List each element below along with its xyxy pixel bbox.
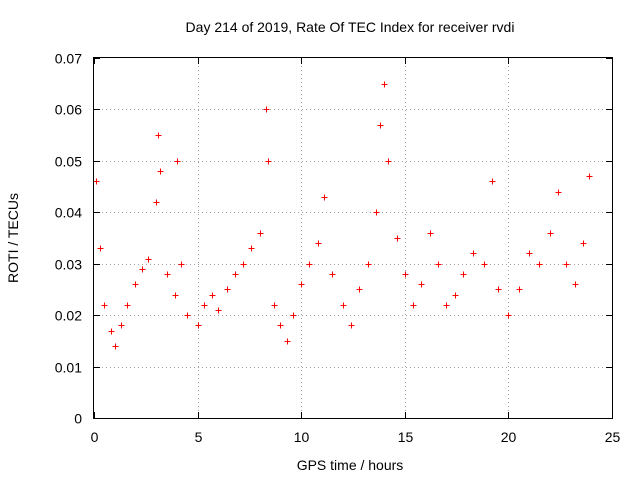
data-point: [284, 338, 291, 345]
data-point: [580, 240, 587, 247]
data-point: [460, 271, 467, 278]
plot-frame: [93, 57, 613, 419]
x-tick-label: 20: [501, 429, 517, 445]
data-point: [489, 178, 496, 185]
data-point: [536, 261, 543, 268]
data-point: [340, 302, 347, 309]
data-point: [321, 194, 328, 201]
data-point: [224, 286, 231, 293]
tick-labels: 0 5 10 15 20 25 0 0.01 0.02 0.03 0.04 0.05 0.06 0.07: [55, 51, 621, 446]
data-point: [495, 286, 502, 293]
data-point: [201, 302, 208, 309]
x-tick-label: 0: [91, 429, 99, 445]
data-point: [124, 302, 131, 309]
x-tick-label: 10: [294, 429, 310, 445]
data-point: [505, 312, 512, 319]
y-tick-label: 0.04: [55, 205, 82, 221]
data-point: [586, 173, 593, 180]
data-point: [184, 312, 191, 319]
y-tick-label: 0.07: [55, 51, 82, 67]
data-point: [248, 245, 255, 252]
data-point: [385, 158, 392, 165]
x-tick-label: 25: [605, 429, 621, 445]
data-point: [555, 189, 562, 196]
data-point: [315, 240, 322, 247]
data-point: [373, 209, 380, 216]
data-point: [290, 312, 297, 319]
data-point: [481, 261, 488, 268]
data-point: [443, 302, 450, 309]
data-point: [427, 230, 434, 237]
data-point: [418, 281, 425, 288]
data-point: [435, 261, 442, 268]
data-points: [93, 81, 593, 350]
data-point: [547, 230, 554, 237]
data-point: [112, 343, 119, 350]
data-point: [155, 132, 162, 139]
data-point: [257, 230, 264, 237]
data-point: [164, 271, 171, 278]
data-point: [329, 271, 336, 278]
data-point: [172, 292, 179, 299]
data-point: [132, 281, 139, 288]
x-tick-label: 15: [398, 429, 414, 445]
data-point: [232, 271, 239, 278]
data-point: [145, 256, 152, 263]
data-point: [572, 281, 579, 288]
data-point: [356, 286, 363, 293]
y-tick-label: 0.03: [55, 257, 82, 273]
data-point: [153, 199, 160, 206]
data-point: [563, 261, 570, 268]
chart-title: Day 214 of 2019, Rate Of TEC Index for r…: [186, 19, 515, 35]
data-point: [209, 292, 216, 299]
data-point: [178, 261, 185, 268]
data-point: [215, 307, 222, 314]
data-point: [381, 81, 388, 88]
data-point: [271, 302, 278, 309]
data-point: [402, 271, 409, 278]
data-point: [139, 266, 146, 273]
y-tick-label: 0.02: [55, 308, 82, 324]
y-tick-label: 0.05: [55, 154, 82, 170]
data-point: [97, 245, 104, 252]
y-axis-label: ROTI / TECUs: [5, 193, 21, 283]
data-point: [306, 261, 313, 268]
y-tick-label: 0: [74, 411, 82, 427]
data-point: [365, 261, 372, 268]
x-axis-label: GPS time / hours: [297, 457, 404, 473]
data-point: [377, 122, 384, 129]
data-point: [277, 322, 284, 329]
data-point: [174, 158, 181, 165]
grid-lines: [94, 58, 612, 418]
data-point: [394, 235, 401, 242]
data-point: [93, 178, 100, 185]
y-tick-label: 0.06: [55, 102, 82, 118]
data-point: [348, 322, 355, 329]
data-point: [452, 292, 459, 299]
data-point: [526, 250, 533, 257]
data-point: [410, 302, 417, 309]
data-point: [195, 322, 202, 329]
data-point: [118, 322, 125, 329]
data-point: [240, 261, 247, 268]
data-point: [108, 328, 115, 335]
data-point: [516, 286, 523, 293]
data-point: [101, 302, 108, 309]
x-tick-label: 5: [195, 429, 203, 445]
data-point: [157, 168, 164, 175]
data-point: [265, 158, 272, 165]
data-point: [298, 281, 305, 288]
y-tick-label: 0.01: [55, 360, 82, 376]
data-point: [470, 250, 477, 257]
data-point: [263, 106, 270, 113]
